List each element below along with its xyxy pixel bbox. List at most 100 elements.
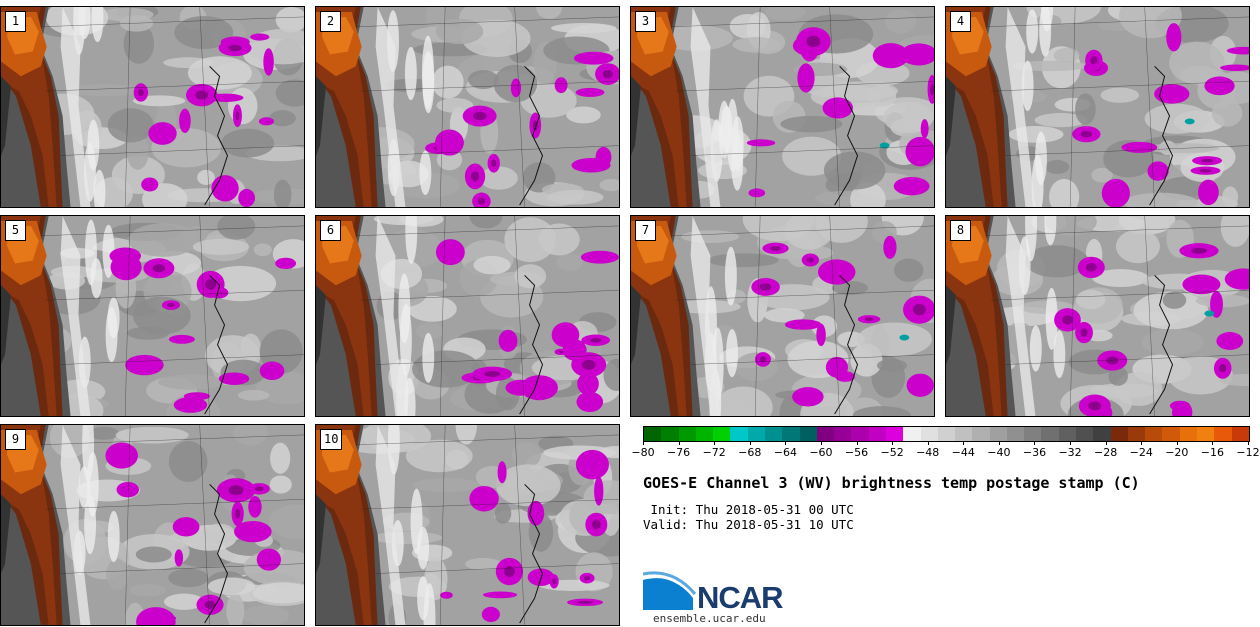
postage-stamp-panel-5: 5 bbox=[0, 215, 305, 417]
colorbar-segment bbox=[868, 427, 886, 441]
colorbar-tick-label: −28 bbox=[1094, 446, 1118, 459]
colorbar-tick bbox=[1034, 441, 1036, 445]
colorbar-segment bbox=[1076, 427, 1094, 441]
colorbar-segment bbox=[644, 427, 662, 441]
colorbar-segment bbox=[747, 427, 765, 441]
colorbar-segment bbox=[1024, 427, 1042, 441]
colorbar-segment bbox=[834, 427, 852, 441]
source-url: ensemble.ucar.edu bbox=[653, 612, 766, 625]
colorbar-segment bbox=[713, 427, 731, 441]
postage-stamp-panel-10: 10 bbox=[315, 424, 620, 626]
colorbar-segment bbox=[851, 427, 869, 441]
colorbar-tick bbox=[785, 441, 787, 445]
colorbar-tick bbox=[714, 441, 716, 445]
colorbar-segment bbox=[695, 427, 714, 441]
colorbar-tick-label: −36 bbox=[1022, 446, 1047, 459]
postage-stamp-panel-6: 6 bbox=[315, 215, 620, 417]
member-number: 7 bbox=[635, 220, 656, 241]
postage-stamp-panel-3: 3 bbox=[630, 6, 935, 208]
member-number: 8 bbox=[950, 220, 971, 241]
colorbar-segment bbox=[1058, 427, 1077, 441]
colorbar-tick-label: −56 bbox=[844, 446, 869, 459]
colorbar-tick bbox=[998, 441, 1000, 445]
colorbar-tick-label: −68 bbox=[738, 446, 762, 459]
colorbar-tick bbox=[892, 441, 894, 445]
colorbar bbox=[643, 426, 1250, 442]
colorbar-segment bbox=[937, 427, 956, 441]
colorbar-tick-label: −52 bbox=[880, 446, 904, 459]
colorbar-tick-label: −12 bbox=[1236, 446, 1260, 459]
colorbar-tick-label: −24 bbox=[1129, 446, 1153, 459]
figure-title: GOES-E Channel 3 (WV) brightness temp po… bbox=[643, 474, 1140, 492]
member-number: 3 bbox=[635, 11, 656, 32]
colorbar-segment bbox=[1127, 427, 1146, 441]
colorbar-tick-label: −64 bbox=[773, 446, 797, 459]
member-number: 1 bbox=[5, 11, 26, 32]
colorbar-tick bbox=[1248, 441, 1249, 445]
colorbar-tick-label: −40 bbox=[987, 446, 1011, 459]
colorbar-tick bbox=[1105, 441, 1107, 445]
colorbar-tick-label: −72 bbox=[702, 446, 726, 459]
colorbar-ticks bbox=[643, 441, 1249, 445]
colorbar-tick-label: −16 bbox=[1200, 446, 1225, 459]
colorbar-segment bbox=[1162, 427, 1180, 441]
colorbar-segment bbox=[799, 427, 817, 441]
postage-stamp-panel-1: 1 bbox=[0, 6, 305, 208]
colorbar-segment bbox=[989, 427, 1007, 441]
colorbar-tick bbox=[643, 441, 644, 445]
colorbar-tick bbox=[856, 441, 858, 445]
colorbar-tick bbox=[1212, 441, 1214, 445]
colorbar-segment bbox=[885, 427, 904, 441]
colorbar-tick-label: −44 bbox=[951, 446, 975, 459]
member-number: 5 bbox=[5, 220, 26, 241]
colorbar-segment bbox=[972, 427, 990, 441]
member-number: 4 bbox=[950, 11, 971, 32]
ncar-logo-text: NCAR bbox=[697, 580, 784, 615]
colorbar-segment bbox=[1214, 427, 1232, 441]
ncar-logo-icon bbox=[643, 571, 697, 610]
colorbar-labels: −80 −76 −72 −68 −64 −60 −56 −52 −48 −44 −40 −36 −32−… bbox=[631, 446, 1259, 460]
member-number: 9 bbox=[5, 429, 26, 450]
colorbar-tick-label: −20 bbox=[1165, 446, 1189, 459]
colorbar-segment bbox=[661, 427, 679, 441]
colorbar-tick bbox=[963, 441, 965, 445]
colorbar-segment bbox=[920, 427, 938, 441]
colorbar-tick-label: −60 bbox=[809, 446, 833, 459]
colorbar-segment bbox=[816, 427, 835, 441]
colorbar-segment bbox=[1179, 427, 1197, 441]
postage-stamp-panel-8: 8 bbox=[945, 215, 1250, 417]
colorbar-tick bbox=[1141, 441, 1143, 445]
colorbar-segment bbox=[764, 427, 783, 441]
colorbar-tick-label: −32 bbox=[1058, 446, 1082, 459]
colorbar-segment bbox=[1093, 427, 1111, 441]
colorbar-segment bbox=[903, 427, 921, 441]
colorbar-tick bbox=[1070, 441, 1072, 445]
colorbar-segment bbox=[678, 427, 696, 441]
init-time: Init: Thu 2018-05-31 00 UTC bbox=[643, 502, 854, 517]
colorbar-tick-label: −76 bbox=[666, 446, 691, 459]
colorbar-segment bbox=[782, 427, 800, 441]
colorbar-segment bbox=[1197, 427, 1215, 441]
colorbar-tick bbox=[678, 441, 680, 445]
colorbar-tick bbox=[1176, 441, 1178, 445]
postage-stamp-panel-4: 4 bbox=[945, 6, 1250, 208]
member-number: 6 bbox=[320, 220, 341, 241]
colorbar-segment bbox=[1006, 427, 1025, 441]
colorbar-segment bbox=[955, 427, 973, 441]
postage-stamp-panel-2: 2 bbox=[315, 6, 620, 208]
colorbar-tick bbox=[820, 441, 822, 445]
colorbar-segment bbox=[730, 427, 748, 441]
colorbar-tick-label: −80 bbox=[631, 446, 655, 459]
colorbar-segment bbox=[1145, 427, 1163, 441]
postage-stamp-panel-9: 9 bbox=[0, 424, 305, 626]
member-number: 10 bbox=[320, 429, 343, 450]
colorbar-segment bbox=[1231, 427, 1249, 441]
colorbar-tick bbox=[927, 441, 929, 445]
colorbar-segment bbox=[1041, 427, 1059, 441]
colorbar-tick-label: −48 bbox=[916, 446, 940, 459]
colorbar-tick bbox=[749, 441, 751, 445]
colorbar-segment bbox=[1110, 427, 1128, 441]
postage-stamp-panel-7: 7 bbox=[630, 215, 935, 417]
member-number: 2 bbox=[320, 11, 341, 32]
valid-time: Valid: Thu 2018-05-31 10 UTC bbox=[643, 517, 854, 532]
